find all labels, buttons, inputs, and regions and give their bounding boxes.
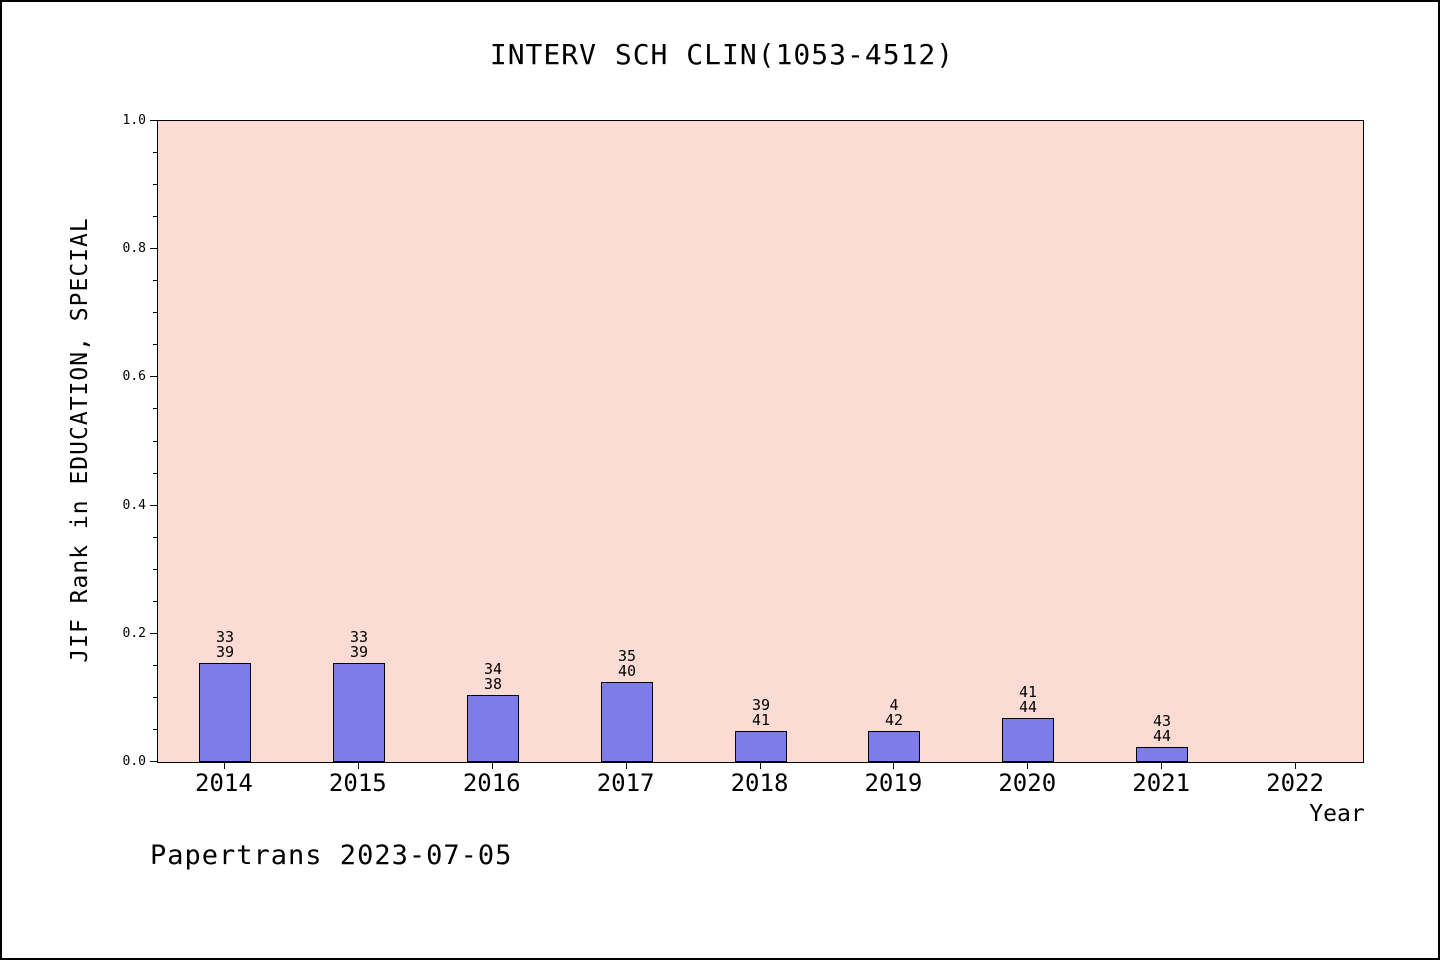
bar [333,663,385,762]
bar-label-line: 39 [349,643,369,661]
y-axis-tick [150,761,157,762]
y-axis-minor-tick [153,472,157,474]
bar-label-line: 41 [751,711,771,729]
y-axis-minor-tick [153,184,157,186]
bar-label: 34 38 [448,662,538,692]
bar-label-line: 43 [1152,712,1172,730]
bar-label: 35 40 [582,649,672,679]
x-axis-tick-label: 2015 [328,769,387,797]
y-axis-minor-tick [153,440,157,442]
y-axis-minor-tick [153,408,157,410]
bar [868,731,920,762]
y-axis-tick [150,504,157,506]
y-axis-minor-tick [153,152,157,154]
y-axis-minor-tick [153,344,157,346]
x-axis-tick-label: 2014 [195,769,253,797]
bar-label-line: 44 [1152,727,1172,745]
bar-label-line: 35 [617,647,637,665]
bar-label-line: 4 [889,696,899,714]
x-axis-tick [1161,762,1163,769]
x-axis-tick [357,762,359,769]
y-axis-minor-tick [153,664,157,666]
x-axis-tick-label: 2016 [462,769,521,797]
y-axis-tick-label: 0.0 [122,754,146,769]
y-axis-minor-tick [153,312,157,314]
y-axis-label: JIF Rank in EDUCATION, SPECIAL [67,217,93,663]
y-axis-minor-tick [153,568,157,570]
bar-label: 43 44 [1117,714,1207,744]
bar-label-line: 38 [483,675,503,693]
bar-label: 41 44 [983,685,1073,715]
bar-label-line: 42 [884,711,904,729]
bar [1002,718,1054,762]
y-axis-tick-label: 0.4 [122,497,146,513]
x-axis-tick [1295,762,1297,769]
y-axis-tick-label: 0.2 [122,625,146,641]
bar-label-line: 33 [349,628,369,646]
chart-title: INTERV SCH CLIN(1053-4512) [489,38,955,71]
y-axis-minor-tick [153,536,157,538]
bar-label-line: 39 [751,696,771,714]
y-axis-minor-tick [153,728,157,730]
y-axis-tick-label: 0.8 [122,241,146,257]
bar [199,663,251,762]
bar-label: 33 39 [314,630,404,660]
y-axis-tick-label: 1.0 [122,113,146,128]
y-axis-tick-label: 0.6 [122,369,146,385]
bar-label: 39 41 [716,698,806,728]
bar-label-line: 33 [215,628,235,646]
bar-label-line: 41 [1018,683,1038,701]
bar-label: 33 39 [180,630,270,660]
x-axis-label: Year [1309,801,1365,827]
x-axis-tick-label: 2019 [864,769,923,797]
bar-label-line: 44 [1018,698,1038,716]
bar-label-line: 40 [617,662,637,680]
x-axis-tick [491,762,493,769]
bar [735,731,787,762]
y-axis-tick [150,248,157,250]
plot-area: 33 39 33 39 34 38 35 40 39 41 4 42 41 44 43 44 [157,120,1364,763]
bar-label: 4 42 [849,698,939,728]
x-axis-tick-label: 2017 [596,769,655,797]
x-axis-tick [759,762,761,769]
x-axis-tick-label: 2021 [1132,769,1191,797]
x-axis-tick [1027,762,1029,769]
y-axis-minor-tick [153,600,157,602]
bar [601,682,653,762]
x-axis-tick-label: 2020 [998,769,1057,797]
y-axis-tick [150,632,157,634]
bar-label-line: 39 [215,643,235,661]
x-axis-tick [893,762,895,769]
watermark-text: Papertrans 2023-07-05 [150,840,513,871]
bar [1136,747,1188,762]
x-axis-tick-label: 2022 [1266,769,1324,797]
bar-label-line: 34 [483,660,503,678]
x-axis-tick [625,762,627,769]
y-axis-minor-tick [153,216,157,218]
y-axis-tick [150,376,157,378]
x-axis-tick-label: 2018 [730,769,789,797]
x-axis-tick [223,762,225,769]
y-axis-tick [150,120,157,121]
y-axis-minor-tick [153,280,157,282]
y-axis-minor-tick [153,696,157,698]
bar [467,695,519,762]
